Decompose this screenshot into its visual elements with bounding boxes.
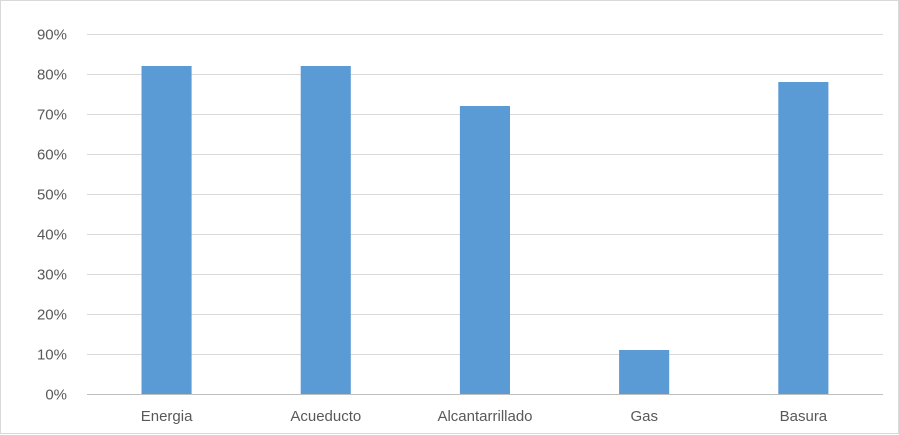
y-tick-label: 80%	[37, 67, 67, 84]
y-tick-label: 70%	[37, 107, 67, 124]
y-tick-label: 90%	[37, 27, 67, 44]
bar-energia	[141, 66, 192, 394]
bar-gas	[619, 350, 670, 394]
y-tick-label: 10%	[37, 347, 67, 364]
x-tick-label: Acueducto	[290, 408, 361, 425]
x-tick-label: Energia	[141, 408, 193, 425]
y-tick-label: 20%	[37, 307, 67, 324]
x-tick-label: Gas	[630, 408, 658, 425]
x-tick-label: Alcantarrillado	[437, 408, 532, 425]
x-axis-ticks: Energia Acueducto Alcantarrillado Gas Basura	[141, 408, 828, 425]
bars	[141, 66, 829, 394]
y-tick-label: 30%	[37, 267, 67, 284]
y-tick-label: 0%	[45, 387, 67, 404]
bar-acueducto	[300, 66, 351, 394]
bar-alcantarrillado	[459, 106, 510, 394]
y-axis-ticks: 0% 10% 20% 30% 40% 50% 60% 70% 80% 90%	[37, 27, 67, 404]
x-tick-label: Basura	[780, 408, 828, 425]
bar-basura	[778, 82, 829, 394]
y-tick-label: 60%	[37, 147, 67, 164]
y-tick-label: 50%	[37, 187, 67, 204]
y-tick-label: 40%	[37, 227, 67, 244]
